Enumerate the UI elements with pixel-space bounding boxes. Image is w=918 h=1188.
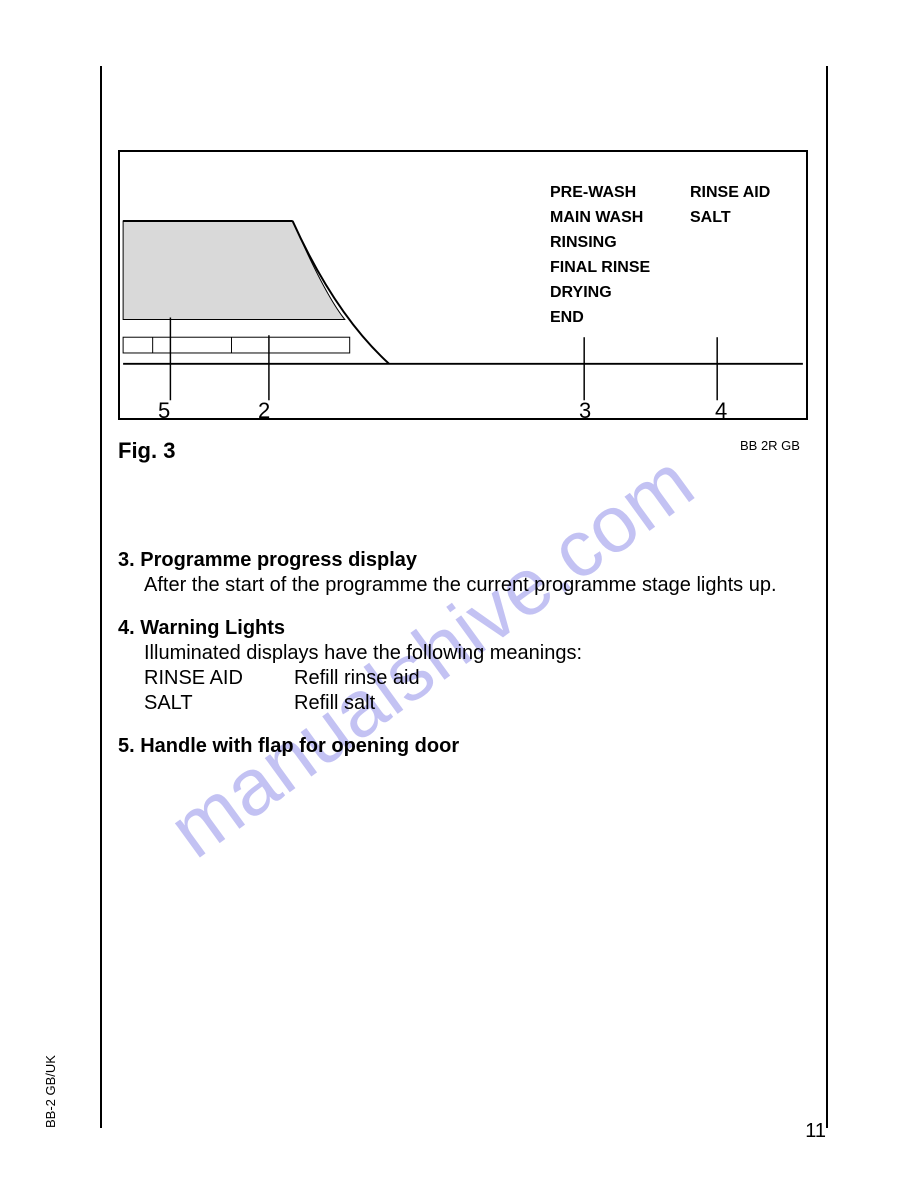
panel-label: END [550, 309, 584, 327]
panel-label: DRYING [550, 284, 612, 302]
callout-3: 3 [579, 398, 591, 424]
warning-row: RINSE AID Refill rinse aid [144, 666, 818, 691]
warning-row: SALT Refill salt [144, 691, 818, 716]
section-4-intro: Illuminated displays have the following … [144, 641, 818, 666]
section-3-body: After the start of the programme the cur… [144, 573, 818, 598]
callout-2: 2 [258, 398, 270, 424]
page-number: 11 [805, 1120, 826, 1143]
section-3-head: 3. Programme progress display [118, 548, 818, 573]
warning-val: Refill rinse aid [294, 666, 420, 691]
figure-caption: Fig. 3 [118, 438, 175, 464]
figure-code: BB 2R GB [740, 438, 800, 453]
figure-panel: PRE-WASH MAIN WASH RINSING FINAL RINSE D… [118, 150, 808, 420]
warning-val: Refill salt [294, 691, 375, 716]
warning-key: RINSE AID [144, 666, 294, 691]
side-code: BB-2 GB/UK [43, 1055, 58, 1128]
panel-label: RINSING [550, 234, 617, 252]
body-text: 3. Programme progress display After the … [118, 530, 818, 759]
panel-label: FINAL RINSE [550, 259, 650, 277]
panel-label: MAIN WASH [550, 209, 643, 227]
section-4-head: 4. Warning Lights [118, 616, 818, 641]
panel-label: PRE-WASH [550, 184, 636, 202]
callout-5: 5 [158, 398, 170, 424]
callout-4: 4 [715, 398, 727, 424]
section-4-body: Illuminated displays have the following … [144, 641, 818, 716]
panel-label: SALT [690, 209, 731, 227]
section-5-head: 5. Handle with flap for opening door [118, 734, 818, 759]
panel-label: RINSE AID [690, 184, 770, 202]
warning-key: SALT [144, 691, 294, 716]
